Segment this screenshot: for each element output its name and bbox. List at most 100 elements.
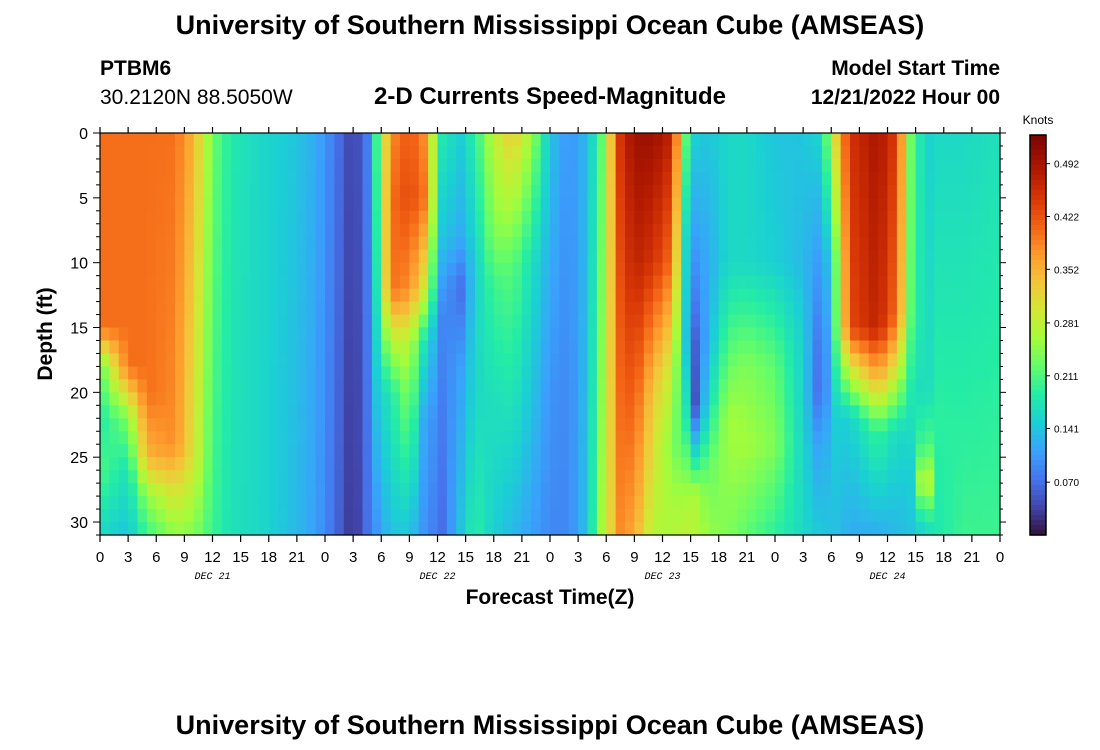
heatmap-cell xyxy=(943,405,954,419)
heatmap-cell xyxy=(550,133,560,147)
heatmap-cell xyxy=(653,392,664,406)
heatmap-cell xyxy=(184,133,195,147)
heatmap-cell xyxy=(400,470,410,484)
heatmap-cell xyxy=(831,133,842,147)
heatmap-cell xyxy=(625,249,635,264)
heatmap-cell xyxy=(203,197,214,212)
heatmap-cell xyxy=(568,431,579,445)
heatmap-cell xyxy=(146,509,157,523)
heatmap-cell xyxy=(240,392,251,406)
colorbar-swatch xyxy=(1030,185,1046,191)
heatmap-cell xyxy=(278,522,289,536)
heatmap-cell xyxy=(353,133,364,147)
heatmap-cell xyxy=(475,522,485,536)
colorbar-swatch xyxy=(1030,170,1046,176)
heatmap-cell xyxy=(418,483,429,497)
heatmap-cell xyxy=(578,509,589,523)
heatmap-cell xyxy=(512,340,523,355)
heatmap-cell xyxy=(878,314,889,329)
heatmap-cell xyxy=(953,249,964,264)
heatmap-cell xyxy=(559,457,570,471)
heatmap-cell xyxy=(746,483,757,497)
heatmap-cell xyxy=(306,301,317,316)
heatmap-cell xyxy=(512,457,523,471)
heatmap-cell xyxy=(512,418,523,432)
heatmap-cell xyxy=(325,379,335,393)
heatmap-cell xyxy=(878,366,889,380)
heatmap-cell xyxy=(484,184,495,199)
heatmap-cell xyxy=(953,223,964,238)
heatmap-cell xyxy=(784,301,795,316)
heatmap-cell xyxy=(756,223,767,238)
heatmap-cell xyxy=(868,353,879,368)
heatmap-cell xyxy=(175,133,185,147)
heatmap-cell xyxy=(175,379,185,393)
heatmap-cell xyxy=(831,223,842,238)
heatmap-cell xyxy=(906,236,917,251)
heatmap-cell xyxy=(306,288,317,303)
heatmap-cell xyxy=(821,275,832,290)
heatmap-cell xyxy=(596,418,607,432)
heatmap-cell xyxy=(962,223,973,238)
heatmap-cell xyxy=(231,431,242,445)
heatmap-cell xyxy=(700,314,710,329)
heatmap-cell xyxy=(371,496,382,510)
heatmap-cell xyxy=(953,418,964,432)
heatmap-cell xyxy=(475,444,485,458)
heatmap-cell xyxy=(296,288,307,303)
heatmap-cell xyxy=(381,366,392,380)
heatmap-cell xyxy=(371,444,382,458)
heatmap-cell xyxy=(240,457,251,471)
heatmap-cell xyxy=(625,133,635,147)
heatmap-cell xyxy=(400,314,410,329)
heatmap-cell xyxy=(278,470,289,484)
heatmap-cell xyxy=(428,301,439,316)
heatmap-cell xyxy=(109,457,120,471)
heatmap-cell xyxy=(278,327,289,342)
heatmap-cell xyxy=(981,275,992,290)
heatmap-cell xyxy=(971,184,982,199)
heatmap-cell xyxy=(850,275,860,290)
heatmap-cell xyxy=(962,366,973,380)
heatmap-cell xyxy=(362,379,373,393)
heatmap-cell xyxy=(381,353,392,368)
heatmap-cell xyxy=(446,223,457,238)
heatmap-cell xyxy=(503,496,514,510)
heatmap-cell xyxy=(653,457,664,471)
heatmap-cell xyxy=(512,133,523,147)
heatmap-cell xyxy=(353,366,364,380)
heatmap-cell xyxy=(756,522,767,536)
heatmap-cell xyxy=(934,288,945,303)
date-label: DEC 24 xyxy=(869,572,905,583)
heatmap-cell xyxy=(821,210,832,225)
heatmap-cell xyxy=(203,327,214,342)
heatmap-cell xyxy=(981,197,992,212)
heatmap-cell xyxy=(971,158,982,173)
heatmap-cell xyxy=(296,418,307,432)
heatmap-cell xyxy=(165,275,176,290)
heatmap-cell xyxy=(175,483,185,497)
heatmap-cell xyxy=(925,210,935,225)
heatmap-cell xyxy=(156,431,167,445)
heatmap-cell xyxy=(437,301,448,316)
heatmap-cell xyxy=(709,158,720,173)
heatmap-cell xyxy=(475,405,485,419)
heatmap-cell xyxy=(146,457,157,471)
heatmap-cell xyxy=(906,470,917,484)
heatmap-cell xyxy=(109,210,120,225)
heatmap-cell xyxy=(643,236,654,251)
heatmap-cell xyxy=(578,171,589,186)
heatmap-cell xyxy=(775,314,785,329)
heatmap-cell xyxy=(212,133,223,147)
heatmap-cell xyxy=(278,418,289,432)
heatmap-cell xyxy=(296,405,307,419)
heatmap-cell xyxy=(540,522,551,536)
heatmap-cell xyxy=(643,249,654,264)
heatmap-cell xyxy=(306,509,317,523)
heatmap-cell xyxy=(118,210,129,225)
heatmap-cell xyxy=(746,457,757,471)
heatmap-cell xyxy=(587,431,598,445)
heatmap-cell xyxy=(390,366,401,380)
heatmap-cell xyxy=(231,509,242,523)
heatmap-cell xyxy=(259,509,270,523)
